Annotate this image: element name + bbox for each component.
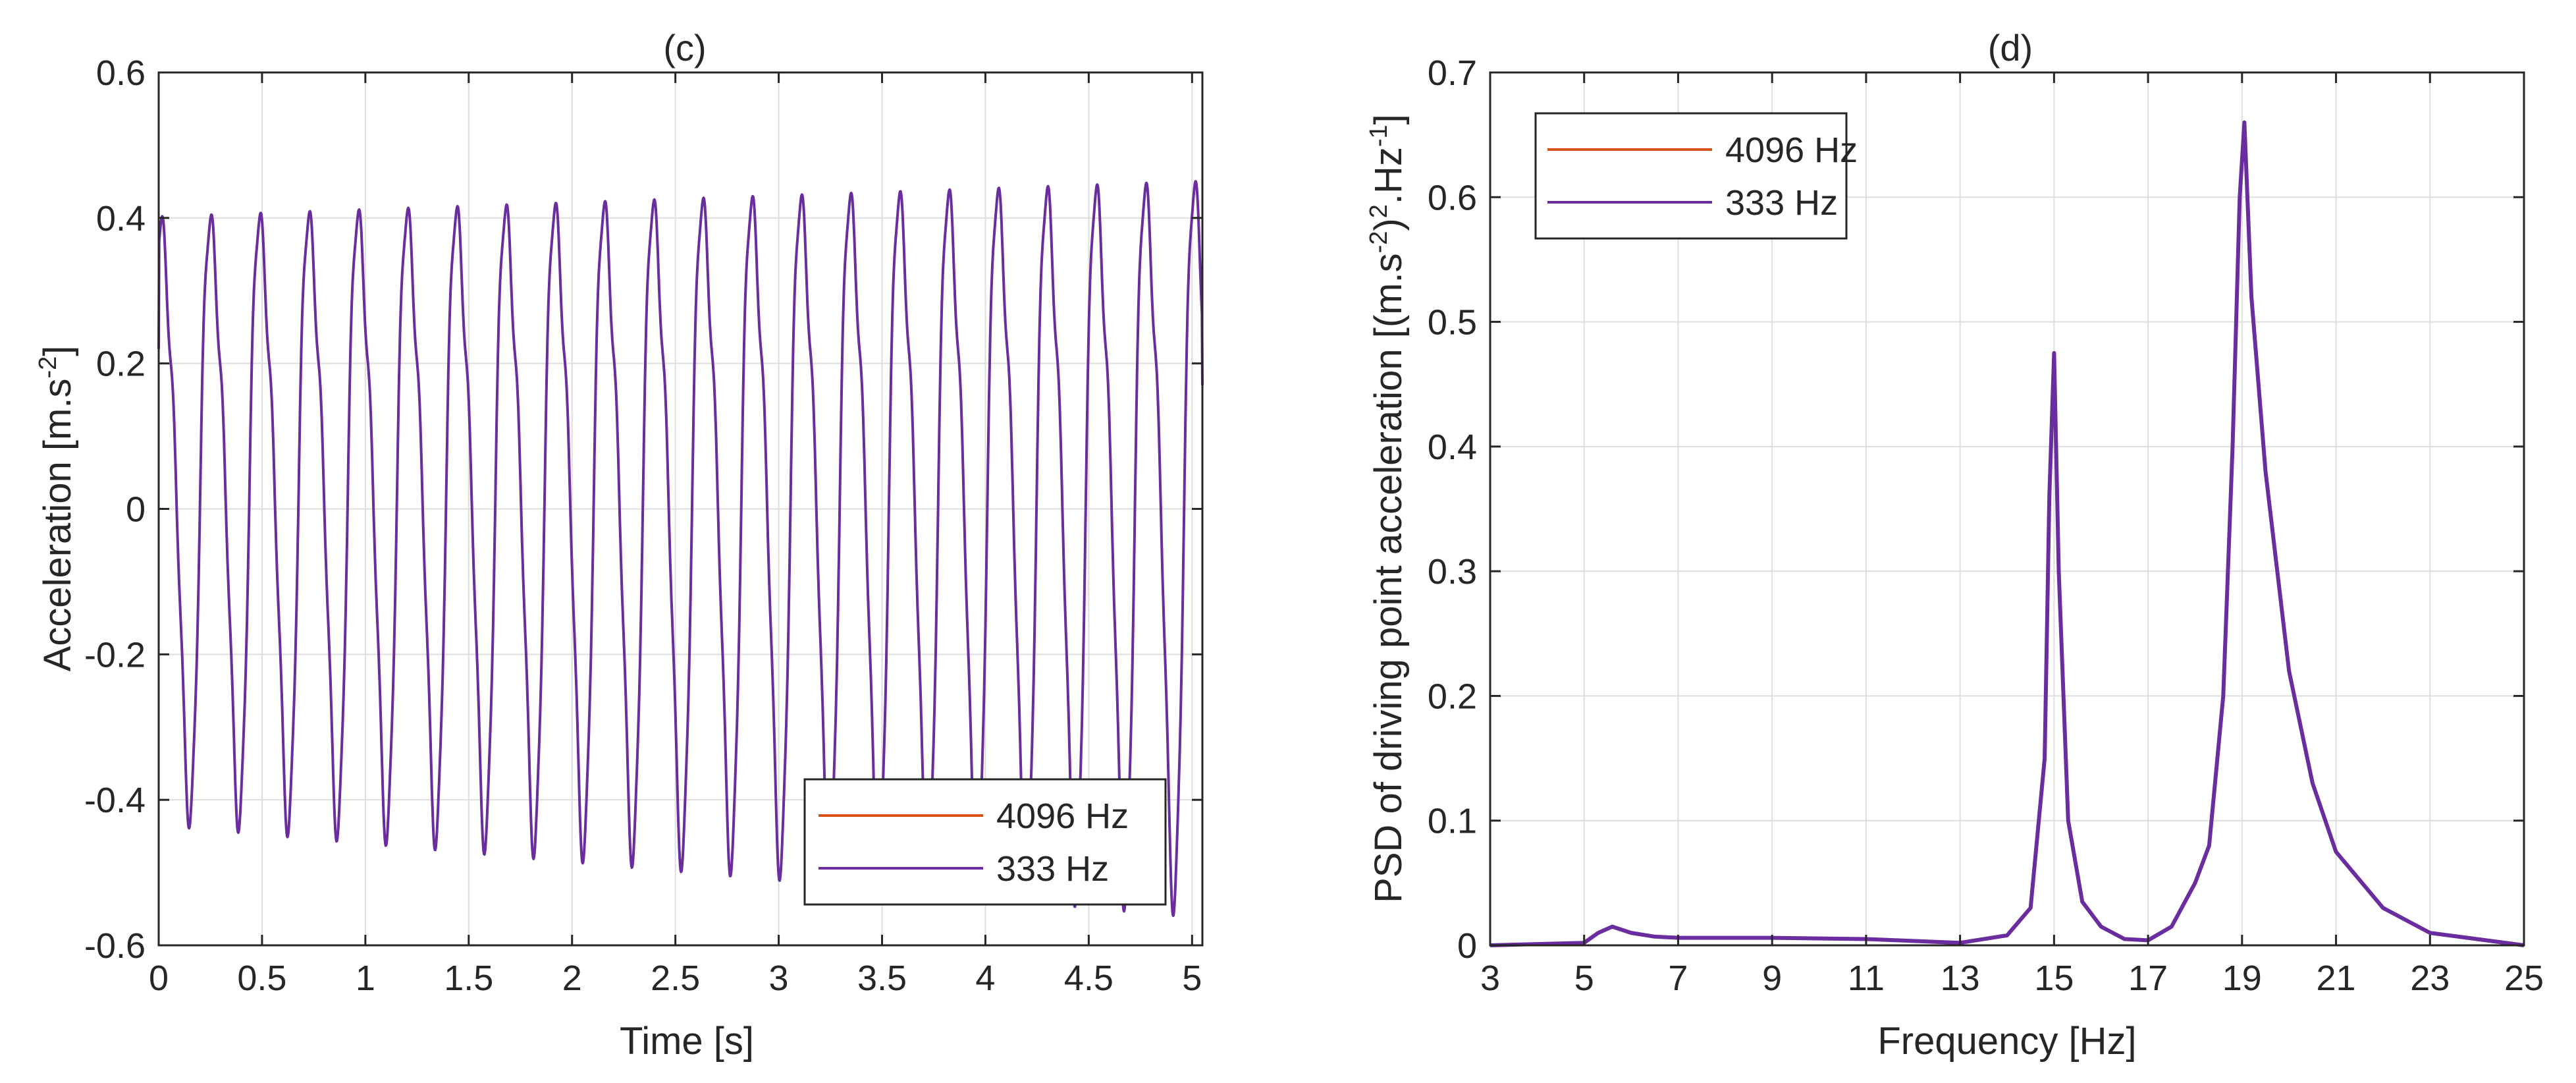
d-ylabel-p5: -1 [1365, 125, 1393, 147]
d-ytick-label: 0.2 [1428, 677, 1477, 716]
d-xtick-label: 23 [2410, 958, 2450, 998]
d-ytick-label: 0.3 [1428, 552, 1477, 592]
c-ylabel-tail: ] [36, 346, 79, 356]
d-xtick-label: 17 [2128, 958, 2168, 998]
c-legend-box [803, 778, 1167, 906]
c-ylabel-sup: -2 [34, 356, 62, 379]
c-legend-label-333: 333 Hz [996, 849, 1109, 889]
d-xtick-label: 25 [2504, 958, 2544, 998]
c-ylabel: Acceleration [m.s-2] [34, 346, 79, 672]
c-ytick-label: 0 [126, 490, 146, 530]
c-title: (c) [663, 27, 706, 69]
d-xtick-label: 7 [1668, 958, 1688, 998]
d-ytick-label: 0 [1457, 926, 1477, 966]
c-xtick-label: 1 [356, 958, 375, 998]
d-xtick-label: 15 [2034, 958, 2074, 998]
d-xtick-label: 3 [1480, 958, 1500, 998]
d-ylabel-p1: -2 [1365, 231, 1393, 254]
d-ytick-label: 0.4 [1428, 428, 1477, 467]
d-xtick-label: 5 [1574, 958, 1594, 998]
d-ylabel-p4: .Hz [1367, 147, 1410, 204]
c-legend: 4096 Hz 333 Hz [803, 778, 1167, 906]
c-xtick-label: 4 [975, 958, 995, 998]
c-ytick-label: 0.6 [96, 53, 146, 93]
d-xtick-label: 21 [2317, 958, 2356, 998]
c-ytick-label: 0.4 [96, 199, 146, 238]
c-ylabel-main: Acceleration [m.s [36, 379, 79, 672]
d-xtick-label: 11 [1848, 958, 1885, 998]
d-xtick-label: 19 [2222, 958, 2262, 998]
d-ylabel-p3: 2 [1365, 204, 1393, 218]
c-ytick-label: 0.2 [96, 345, 146, 384]
d-ticks [1489, 71, 2525, 947]
c-legend-label-4096: 4096 Hz [996, 796, 1129, 836]
c-xtick-label: 1.5 [444, 958, 493, 998]
d-ylabel-p6: ] [1367, 114, 1410, 125]
d-ytick-labels: 0 0.1 0.2 0.3 0.4 0.5 0.6 0.7 [1428, 53, 1477, 966]
d-xtick-label: 13 [1941, 958, 1980, 998]
d-ytick-label: 0.1 [1428, 802, 1477, 841]
c-xlabel: Time [s] [620, 1020, 754, 1063]
c-ticks [157, 71, 1202, 947]
d-ytick-label: 0.5 [1428, 303, 1477, 343]
d-ytick-label: 0.6 [1428, 178, 1477, 217]
c-ytick-labels: -0.6 -0.4 -0.2 0 0.2 0.4 0.6 [84, 53, 146, 966]
c-xtick-label: 4.5 [1064, 958, 1114, 998]
c-xtick-label: 3.5 [857, 958, 907, 998]
c-ytick-label: -0.2 [84, 635, 146, 675]
d-ylabel-p2: ) [1367, 218, 1410, 231]
d-xlabel: Frequency [Hz] [1877, 1020, 2136, 1063]
c-xtick-label: 2 [562, 958, 582, 998]
d-ylabel: PSD of driving point acceleration [(m.s-… [1365, 114, 1410, 903]
d-series-333hz-line [1489, 120, 2525, 947]
d-title: (d) [1988, 27, 2033, 69]
c-ytick-label: -0.6 [84, 926, 146, 966]
chart-panel-c: 0 0.5 1 1.5 2 2.5 3 3.5 4 4.5 5 -0.6 -0.4 -0.2 0 0.2 0.… [34, 27, 1204, 1063]
d-series-group [1489, 120, 2525, 947]
c-xtick-label: 0.5 [237, 958, 286, 998]
c-xtick-labels: 0 0.5 1 1.5 2 2.5 3 3.5 4 4.5 5 [149, 958, 1202, 998]
d-xtick-label: 9 [1762, 958, 1782, 998]
d-ytick-label: 0.7 [1428, 53, 1477, 93]
d-legend-box [1534, 112, 1848, 240]
chart-panel-d: 3 5 7 9 11 13 15 17 19 21 23 25 0 0.1 0.2 0.3 0.4 0.5 0.6… [1365, 27, 2544, 1063]
d-series-4096hz-line [1489, 127, 2525, 947]
c-xtick-label: 0 [149, 958, 169, 998]
c-xtick-label: 5 [1182, 958, 1202, 998]
d-ylabel-p0: PSD of driving point acceleration [(m.s [1367, 253, 1410, 902]
d-plot-frame [1489, 71, 2525, 947]
d-legend-label-333: 333 Hz [1725, 183, 1838, 223]
d-xtick-labels: 3 5 7 9 11 13 15 17 19 21 23 25 [1480, 958, 2544, 998]
d-legend-label-4096: 4096 Hz [1725, 130, 1858, 170]
c-xtick-label: 2.5 [651, 958, 700, 998]
c-ytick-label: -0.4 [84, 781, 146, 820]
c-xtick-label: 3 [769, 958, 789, 998]
d-legend: 4096 Hz 333 Hz [1534, 112, 1858, 240]
